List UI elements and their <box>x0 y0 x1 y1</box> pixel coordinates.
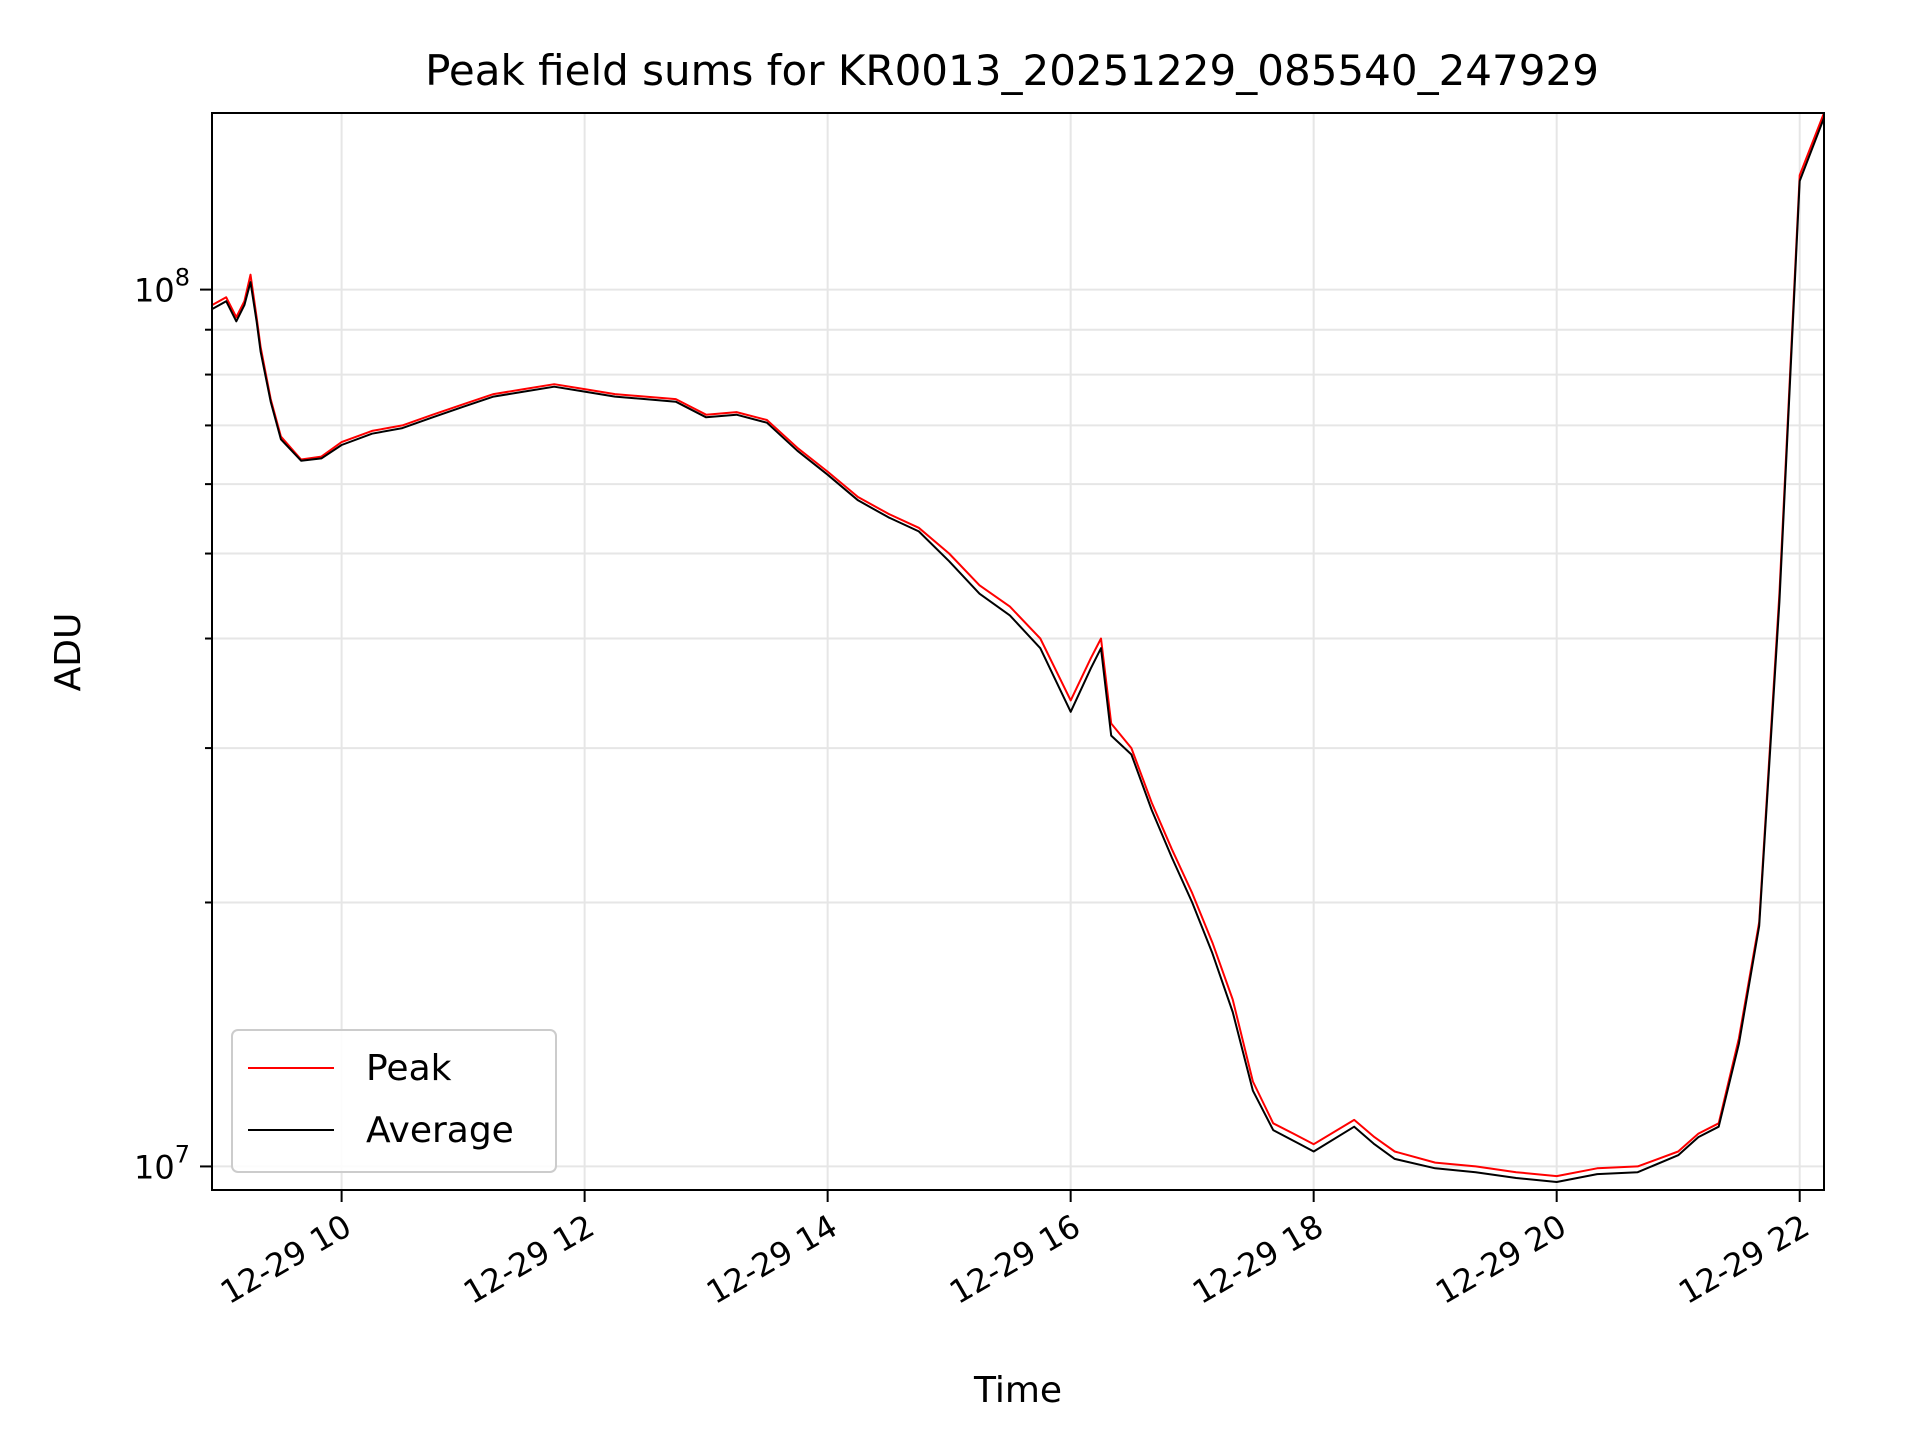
y-tick-exponent: 7 <box>175 1140 190 1168</box>
plot-frame <box>211 112 1825 1191</box>
legend: Peak Average <box>231 1029 557 1173</box>
series-line-peak <box>212 113 1824 1178</box>
grid <box>212 113 1824 1190</box>
y-tick-label: 107 <box>134 1140 190 1186</box>
y-tick-base: 10 <box>134 1148 175 1186</box>
y-axis-label: ADU <box>48 613 89 692</box>
legend-box <box>231 1029 557 1173</box>
legend-label-average: Average <box>366 1110 514 1151</box>
legend-label-peak: Peak <box>366 1048 452 1089</box>
y-tick-base: 10 <box>134 272 175 310</box>
series-line-average <box>212 117 1824 1183</box>
y-tick-exponent: 8 <box>175 264 190 292</box>
y-tick-label: 108 <box>134 264 190 310</box>
series-lines <box>212 113 1824 1183</box>
x-axis-label: Time <box>973 1370 1062 1411</box>
chart-title: Peak field sums for KR0013_20251229_0855… <box>425 46 1599 95</box>
